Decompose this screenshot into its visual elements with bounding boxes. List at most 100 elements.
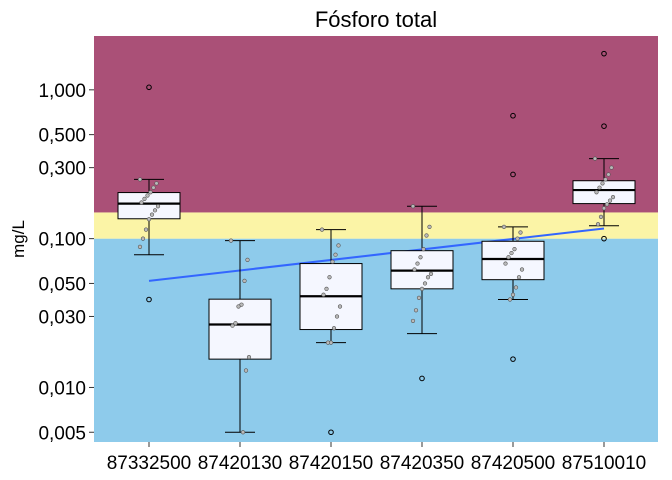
outlier-point xyxy=(146,296,152,303)
data-point xyxy=(513,285,519,290)
x-tick-label: 87420350 xyxy=(380,453,465,474)
box-body xyxy=(208,298,272,360)
band-0 xyxy=(94,238,658,442)
data-point xyxy=(519,267,525,272)
band-1 xyxy=(94,212,658,239)
data-point xyxy=(319,227,325,232)
data-point xyxy=(139,200,144,205)
x-tick-label: 87420150 xyxy=(289,453,374,474)
y-tick-label: 0,050 xyxy=(38,274,86,295)
data-point xyxy=(246,354,252,360)
box-87420350 xyxy=(390,204,454,382)
data-point xyxy=(333,252,338,257)
data-point xyxy=(501,224,507,229)
data-point xyxy=(412,267,417,272)
outlier-point xyxy=(510,171,516,178)
data-point xyxy=(512,247,517,252)
data-point xyxy=(595,222,601,227)
data-point xyxy=(152,208,158,213)
box-87510010 xyxy=(572,50,636,242)
data-point xyxy=(142,196,147,201)
outlier-point xyxy=(146,84,152,91)
data-point xyxy=(509,250,514,256)
threshold-bands xyxy=(94,36,658,442)
data-point xyxy=(149,212,155,217)
data-point xyxy=(239,302,244,307)
box-87332500 xyxy=(117,84,181,303)
x-axis: 87332500 87420130 87420150 87420350 87420500… xyxy=(107,442,647,474)
y-tick-label: 0,100 xyxy=(38,230,86,251)
outlier-point xyxy=(510,356,516,362)
box-87420150 xyxy=(299,227,363,436)
data-point xyxy=(515,236,520,241)
data-point xyxy=(415,261,420,266)
data-point xyxy=(233,321,238,326)
data-point xyxy=(148,190,153,195)
data-point xyxy=(425,275,431,280)
data-point xyxy=(597,185,602,190)
data-point xyxy=(151,185,156,190)
data-point xyxy=(243,368,249,373)
x-tick-label: 87420500 xyxy=(471,453,556,474)
data-point xyxy=(143,227,149,232)
data-point xyxy=(424,233,429,238)
data-point xyxy=(325,340,331,345)
band-2 xyxy=(94,36,658,213)
outlier-point xyxy=(601,50,607,57)
data-point xyxy=(154,181,159,186)
data-point xyxy=(598,214,604,219)
data-point xyxy=(334,314,340,319)
data-point xyxy=(146,217,152,222)
y-axis: 1,000 0,500 0,300 0,100 0,050 0,030 0,010 0,005 xyxy=(38,81,94,444)
data-point xyxy=(416,295,422,300)
data-point xyxy=(609,165,614,170)
y-tick-label: 0,005 xyxy=(38,423,86,444)
trend-line xyxy=(148,227,605,282)
data-point xyxy=(507,297,513,302)
data-point xyxy=(594,190,599,195)
data-point xyxy=(510,292,516,297)
data-point xyxy=(413,308,419,313)
y-tick-label: 0,010 xyxy=(38,378,86,399)
x-tick-label: 87332500 xyxy=(107,453,192,474)
data-point xyxy=(419,286,425,291)
data-point xyxy=(422,281,428,286)
outlier-point xyxy=(601,123,607,129)
data-point xyxy=(228,238,234,243)
outlier-point xyxy=(601,235,607,242)
data-point xyxy=(236,304,241,309)
chart-title: Fósforo total xyxy=(315,7,437,32)
y-tick-label: 0,500 xyxy=(38,126,86,147)
data-point xyxy=(518,230,523,235)
data-point xyxy=(506,255,511,260)
box-body xyxy=(481,240,545,281)
data-point xyxy=(601,206,607,211)
data-point xyxy=(410,318,416,324)
outlier-point xyxy=(419,375,425,382)
data-point xyxy=(145,193,150,198)
x-tick-label: 87510010 xyxy=(562,453,647,474)
data-point xyxy=(240,430,246,435)
outlier-point xyxy=(328,429,334,436)
trend-line-layer xyxy=(148,227,605,282)
data-point xyxy=(137,244,143,250)
data-point xyxy=(140,236,146,241)
y-tick-label: 0,300 xyxy=(38,159,86,180)
x-tick-label: 87420130 xyxy=(198,453,283,474)
data-point xyxy=(410,204,416,209)
data-point xyxy=(421,247,426,252)
data-point xyxy=(331,326,337,331)
data-point xyxy=(427,224,432,229)
data-point xyxy=(610,195,616,200)
data-point xyxy=(603,177,608,182)
data-point xyxy=(607,198,613,203)
data-point xyxy=(337,304,343,309)
data-point xyxy=(604,202,610,207)
data-point xyxy=(606,172,611,177)
data-point xyxy=(324,286,329,291)
data-point xyxy=(418,255,423,260)
data-point xyxy=(428,271,434,276)
data-point xyxy=(245,257,250,262)
data-point xyxy=(242,278,247,284)
